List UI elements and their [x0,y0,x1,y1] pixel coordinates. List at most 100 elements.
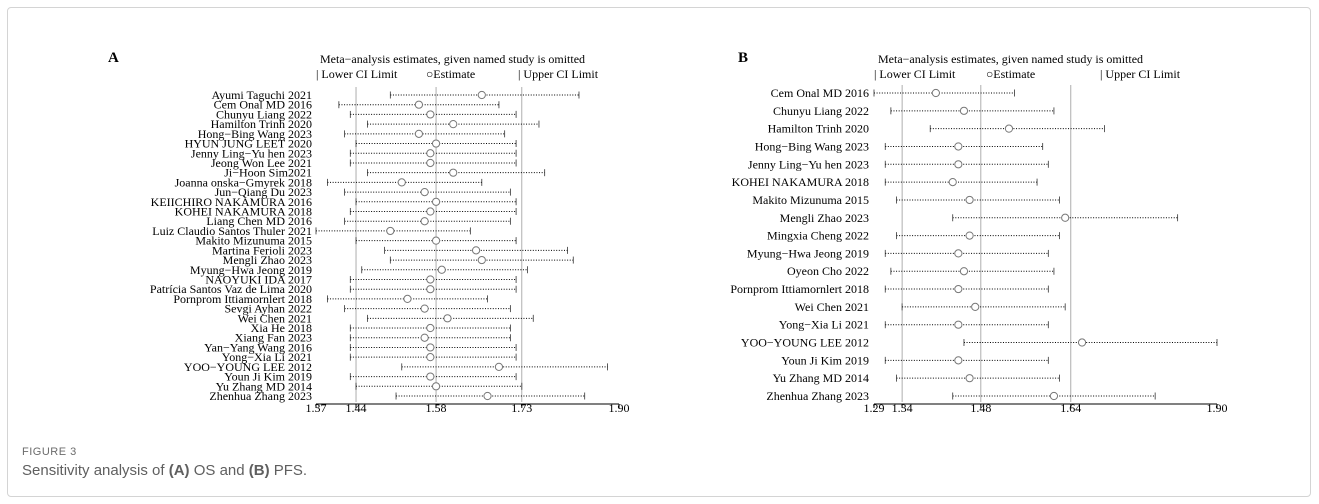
panel-a-study-label-23: Wei Chen 2021 [238,311,312,325]
panel-a-study-label-26: Yan−Yang Wang 2016 [204,340,312,354]
panel-a-legend-estimate: ○Estimate [426,67,475,81]
panel-b-estimate-point-11 [954,284,963,294]
panel-a-estimate-point-4 [414,129,424,138]
panel-b-study-label-16: Yu Zhang MD 2014 [773,371,869,385]
panel-a-study-label-29: Youn Ji Kim 2019 [224,370,312,384]
panel-b-estimate-point-12 [971,302,980,311]
panel-b-study-label-11: Pornprom Ittiamornlert 2018 [730,282,869,296]
panel-a-estimate-point-1 [414,100,424,109]
panel-a-study-label-7: Jeong Won Lee 2021 [211,156,312,170]
panel-a-estimate-point-28 [494,362,504,371]
panel-b-study-label-17: Zhenhua Zhang 2023 [766,389,869,403]
panel-a-study-label-24: Xia He 2018 [251,321,312,335]
panel-a-study-label-12: KOHEI NAKAMURA 2018 [175,205,312,219]
panel-b-estimate-point-16 [965,374,974,383]
caption-post: PFS. [269,462,308,479]
panel-a-estimate-point-31 [483,391,492,401]
panel-a-estimate-point-13 [420,217,429,226]
panel-b-study-label-15: Youn Ji Kim 2019 [781,353,869,367]
panel-b-study-label-14: YOO−YOUNG LEE 2012 [741,336,869,350]
panel-a-estimate-point-2 [426,110,435,119]
panel-a-study-label-31: Zhenhua Zhang 2023 [209,389,312,403]
panel-b-estimate-point-7 [1061,213,1070,222]
panel-b-estimate-point-10 [959,267,969,276]
panel-a-study-label-21: Pornprom Ittiamornlert 2018 [173,292,312,306]
caption-text: Sensitivity analysis of (A) OS and (B) P… [22,462,307,479]
panel-a-estimate-point-27 [426,353,435,362]
panel-a-estimate-point-30 [431,382,441,391]
panel-a-estimate-point-7 [426,158,435,168]
panel-b-estimate-point-14 [1077,338,1087,347]
panel-a-estimate-point-25 [420,333,429,342]
panel-a-estimate-point-20 [426,285,435,294]
panel-a-study-label-17: Mengli Zhao 2023 [223,253,312,267]
panel-b-legend-upper: | Upper CI Limit [1100,67,1181,81]
panel-a-study-label-27: Yong−Xia Li 2021 [222,350,312,364]
panel-b-label: B [738,50,748,66]
panel-b-x-tick-label-2: 1.48 [970,401,991,415]
panel-b-x-tick-label-4: 1.90 [1207,401,1228,415]
panel-b-study-label-9: Myung−Hwa Jeong 2019 [747,246,869,260]
panel-b-study-label-1: Chunyu Liang 2022 [773,104,869,118]
panel-b-legend-estimate: ○Estimate [986,67,1035,81]
panel-a-estimate-point-22 [420,304,429,313]
panel-a-estimate-point-9 [397,178,406,187]
panel-a-x-tick-label-0: 1.37 [306,401,327,415]
panel-a-estimate-point-24 [426,323,435,333]
panel-b-estimate-point-1 [959,106,969,115]
panel-a-study-label-20: Patrícia Santos Vaz de Lima 2020 [150,282,312,296]
panel-a-x-tick-label-4: 1.90 [609,401,630,415]
panel-b-estimate-point-17 [1049,391,1059,401]
panel-b-estimate-point-4 [954,160,963,169]
panel-b-study-label-2: Hamilton Trinh 2020 [768,122,869,136]
panel-b-x-tick-label-3: 1.64 [1060,401,1081,415]
panel-a-study-label-3: Hamilton Trinh 2020 [211,117,312,131]
panel-a-estimate-point-8 [449,168,458,177]
panel-a-x-tick-label-2: 1.58 [426,401,447,415]
panel-b-study-label-10: Oyeon Cho 2022 [787,264,869,278]
caption-pre: Sensitivity analysis of [22,462,169,479]
panel-a-estimate-point-29 [426,372,435,381]
panel-a-estimate-point-23 [443,314,452,323]
panel-a-study-label-6: Jenny Ling−Yu hen 2023 [191,146,312,160]
panel-a-study-label-1: Cem Onal MD 2016 [214,98,312,112]
figure-frame [7,7,1311,497]
panel-a-estimate-point-10 [420,187,429,197]
panel-b-estimate-point-3 [954,142,963,151]
panel-b-study-label-3: Hong−Bing Wang 2023 [755,139,869,153]
panel-b-study-label-12: Wei Chen 2021 [795,300,869,314]
panel-b-estimate-point-0 [931,88,940,98]
panel-a-study-label-30: Yu Zhang MD 2014 [216,379,312,393]
panel-b-title: Meta−analysis estimates, given named stu… [878,52,1143,66]
panel-a-study-label-10: Jun−Qiang Du 2023 [215,185,312,199]
panel-b-estimate-point-13 [954,320,963,329]
panel-a-estimate-point-19 [426,275,435,284]
panel-a-study-label-14: Luiz Claudio Santos Thuler 2021 [152,224,312,238]
panel-a-study-label-13: Liang Chen MD 2016 [206,214,312,228]
panel-a-study-label-5: HYUN JUNG LEET 2020 [185,137,312,151]
panel-b-estimate-point-2 [1004,124,1014,133]
panel-b-x-tick-label-1: 1.34 [892,401,913,415]
panel-b-estimate-point-9 [954,249,963,258]
panel-b-estimate-point-5 [948,178,957,187]
panel-a-study-label-25: Xiang Fan 2023 [235,331,312,345]
panel-a-estimate-point-21 [403,294,412,304]
panel-a-estimate-point-5 [431,139,441,148]
panel-a-study-label-16: Martina Ferioli 2023 [212,243,312,257]
panel-b-plot: Meta−analysis estimates, given named stu… [730,52,1227,415]
panel-b-study-label-6: Makito Mizunuma 2015 [752,193,869,207]
panel-a-x-tick-label-1: 1.44 [346,401,367,415]
panel-a-estimate-point-11 [431,197,441,206]
panel-a-study-label-11: KEIICHIRO NAKAMURA 2016 [151,195,312,209]
panel-b-x-tick-label-0: 1.29 [864,401,885,415]
figure-caption: FIGURE 3 Sensitivity analysis of (A) OS … [22,446,307,479]
panel-a-study-label-8: Ji−Hoon Sim2021 [224,166,312,180]
panel-a-study-label-18: Myung−Hwa Jeong 2019 [190,263,312,277]
panel-b-study-label-4: Jenny Ling−Yu hen 2023 [748,157,869,171]
panel-a-study-label-22: Sevgi Ayhan 2022 [224,302,312,316]
panel-a-estimate-point-16 [471,246,481,255]
panel-a-study-label-0: Ayumi Taguchi 2021 [212,88,313,102]
panel-b-study-label-5: KOHEI NAKAMURA 2018 [732,175,869,189]
panel-b-study-label-8: Mingxia Cheng 2022 [767,229,869,243]
panel-b-study-label-0: Cem Onal MD 2016 [771,86,869,100]
